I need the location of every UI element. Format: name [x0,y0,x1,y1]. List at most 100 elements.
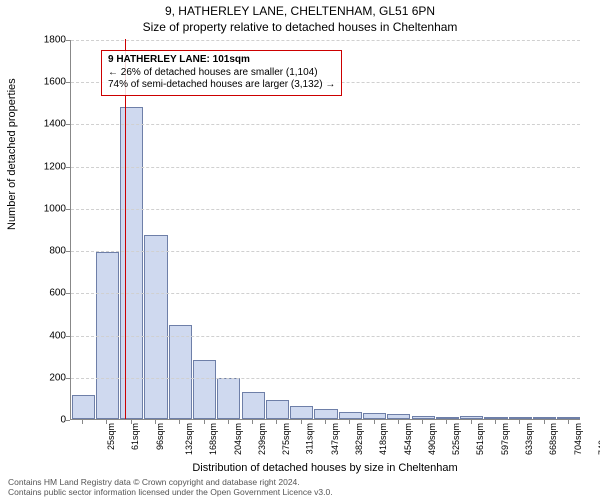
x-tick-mark [544,420,545,424]
bars-layer [71,40,580,419]
annotation-line-3: 74% of semi-detached houses are larger (… [108,79,335,92]
gridline [71,293,580,294]
gridline [71,251,580,252]
x-tick-mark [276,420,277,424]
bar [217,378,240,419]
x-tick-mark [568,420,569,424]
bar [266,400,289,419]
gridline [71,336,580,337]
bar [193,360,216,419]
x-tick-label: 382sqm [354,423,364,455]
x-tick-mark [422,420,423,424]
x-tick-label: 204sqm [233,423,243,455]
x-tick-label: 418sqm [378,423,388,455]
bar [72,395,95,419]
y-tick-label: 1800 [26,35,66,46]
x-tick-label: 668sqm [548,423,558,455]
chart-root: 9, HATHERLEY LANE, CHELTENHAM, GL51 6PN … [0,0,600,500]
x-tick-mark [471,420,472,424]
bar [169,325,192,419]
bar [412,416,435,419]
y-tick-mark [66,420,70,421]
bar [557,417,580,419]
bar [314,409,337,419]
x-tick-label: 525sqm [451,423,461,455]
gridline [71,167,580,168]
y-tick-mark [66,82,70,83]
bar [120,107,143,419]
gridline [71,40,580,41]
x-tick-label: 168sqm [208,423,218,455]
y-tick-label: 1200 [26,161,66,172]
x-tick-mark [131,420,132,424]
y-tick-mark [66,336,70,337]
y-tick-mark [66,40,70,41]
gridline [71,378,580,379]
x-axis-label: Distribution of detached houses by size … [70,462,580,474]
bar [460,416,483,419]
y-tick-mark [66,378,70,379]
bar [144,235,167,419]
bar [533,417,556,419]
x-tick-mark [82,420,83,424]
x-tick-label: 347sqm [330,423,340,455]
x-tick-label: 25sqm [106,423,116,450]
x-tick-label: 61sqm [130,423,140,450]
bar [363,413,386,419]
x-tick-label: 132sqm [184,423,194,455]
y-tick-label: 1000 [26,203,66,214]
x-tick-label: 597sqm [500,423,510,455]
x-tick-mark [495,420,496,424]
x-tick-mark [155,420,156,424]
x-tick-mark [446,420,447,424]
x-tick-label: 239sqm [257,423,267,455]
x-tick-label: 704sqm [573,423,583,455]
x-tick-label: 490sqm [427,423,437,455]
plot-area: 9 HATHERLEY LANE: 101sqm← 26% of detache… [70,40,580,420]
y-tick-label: 600 [26,288,66,299]
x-tick-label: 311sqm [305,423,315,454]
footer-attribution: Contains HM Land Registry data © Crown c… [8,478,333,498]
x-tick-label: 633sqm [524,423,534,455]
bar [509,417,532,419]
x-tick-mark [228,420,229,424]
annotation-line-1: 9 HATHERLEY LANE: 101sqm [108,54,335,67]
y-tick-label: 1600 [26,77,66,88]
x-tick-mark [252,420,253,424]
y-tick-label: 0 [26,415,66,426]
x-tick-label: 561sqm [475,423,485,455]
bar [339,412,362,419]
y-tick-label: 800 [26,246,66,257]
gridline [71,209,580,210]
bar [242,392,265,419]
y-tick-label: 200 [26,372,66,383]
title-line-1: 9, HATHERLEY LANE, CHELTENHAM, GL51 6PN [0,4,600,18]
annotation-box: 9 HATHERLEY LANE: 101sqm← 26% of detache… [101,50,342,96]
y-tick-mark [66,251,70,252]
y-tick-mark [66,209,70,210]
y-tick-mark [66,293,70,294]
x-tick-mark [325,420,326,424]
x-tick-mark [519,420,520,424]
x-tick-mark [301,420,302,424]
x-tick-mark [349,420,350,424]
x-tick-mark [179,420,180,424]
footer-line-2: Contains public sector information licen… [8,488,333,498]
x-tick-label: 275sqm [281,423,291,455]
gridline [71,124,580,125]
y-tick-mark [66,167,70,168]
property-marker-line [125,39,126,419]
y-tick-label: 1400 [26,119,66,130]
title-line-2: Size of property relative to detached ho… [0,20,600,34]
bar [290,406,313,419]
x-tick-label: 454sqm [403,423,413,455]
annotation-line-2: ← 26% of detached houses are smaller (1,… [108,67,335,80]
y-tick-mark [66,124,70,125]
bar [387,414,410,419]
x-tick-mark [374,420,375,424]
y-axis-label: Number of detached properties [6,78,18,230]
bar [436,417,459,419]
x-tick-mark [204,420,205,424]
x-tick-label: 96sqm [155,423,165,450]
x-tick-mark [398,420,399,424]
